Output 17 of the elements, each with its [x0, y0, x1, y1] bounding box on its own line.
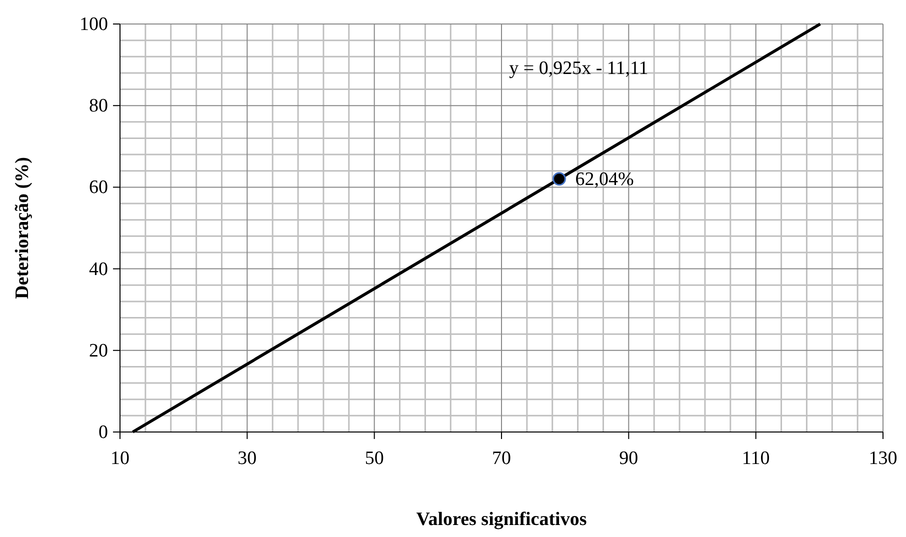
y-tick-label: 60	[89, 177, 108, 198]
x-tick-label: 110	[742, 448, 770, 469]
annotation: y = 0,925x - 11,11	[509, 58, 648, 79]
y-tick-label: 0	[98, 422, 108, 443]
y-tick-label: 100	[80, 14, 108, 35]
y-tick-label: 80	[89, 96, 108, 117]
y-tick-label: 40	[89, 258, 108, 280]
y-axis-title: Deterioração (%)	[12, 157, 33, 299]
x-tick-label: 30	[238, 448, 257, 469]
x-tick-label: 70	[492, 448, 511, 469]
x-tick-label: 90	[619, 448, 638, 469]
x-tick-label: 50	[364, 448, 384, 469]
data-label: 62,04%	[575, 168, 634, 190]
x-axis-title: Valores significativos	[416, 509, 587, 530]
x-tick-label: 130	[868, 448, 898, 469]
x-tick-label: 10	[110, 448, 130, 469]
y-tick-label: 20	[89, 340, 108, 362]
